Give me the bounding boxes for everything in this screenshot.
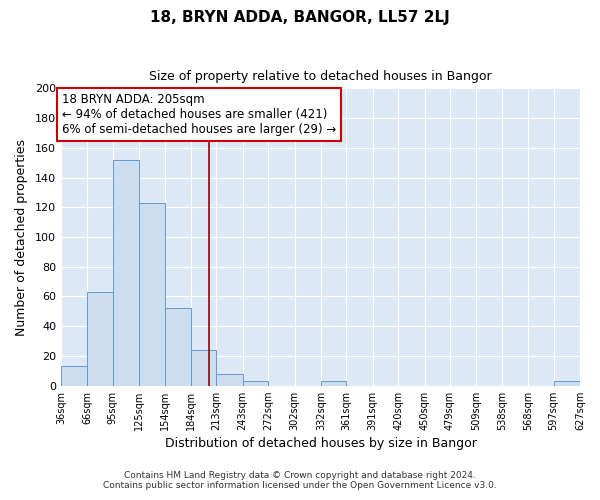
Bar — [243, 381, 268, 386]
Bar — [217, 374, 243, 386]
Bar — [191, 350, 217, 386]
Bar — [139, 203, 164, 386]
Bar — [321, 381, 346, 386]
Bar — [164, 308, 191, 386]
Text: 18 BRYN ADDA: 205sqm
← 94% of detached houses are smaller (421)
6% of semi-detac: 18 BRYN ADDA: 205sqm ← 94% of detached h… — [62, 93, 336, 136]
Y-axis label: Number of detached properties: Number of detached properties — [15, 138, 28, 336]
Bar — [61, 366, 87, 386]
Bar — [554, 381, 580, 386]
Text: 18, BRYN ADDA, BANGOR, LL57 2LJ: 18, BRYN ADDA, BANGOR, LL57 2LJ — [150, 10, 450, 25]
X-axis label: Distribution of detached houses by size in Bangor: Distribution of detached houses by size … — [164, 437, 476, 450]
Title: Size of property relative to detached houses in Bangor: Size of property relative to detached ho… — [149, 70, 492, 83]
Text: Contains HM Land Registry data © Crown copyright and database right 2024.
Contai: Contains HM Land Registry data © Crown c… — [103, 470, 497, 490]
Bar — [113, 160, 139, 386]
Bar — [87, 292, 113, 386]
